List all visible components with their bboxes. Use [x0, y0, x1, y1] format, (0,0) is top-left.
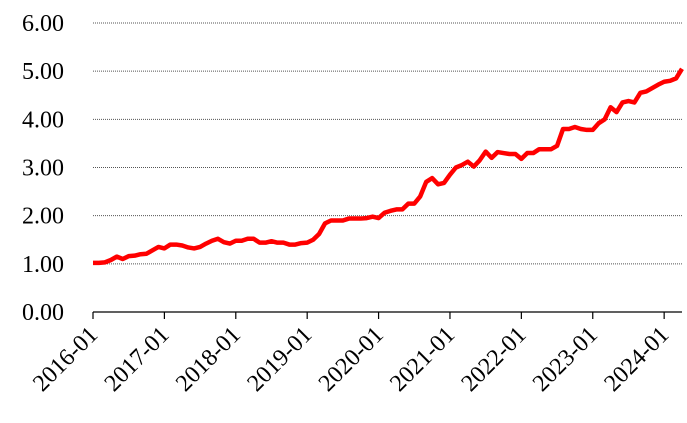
- y-tick-label: 0.00: [22, 300, 64, 326]
- x-tick-label: 2020-01: [314, 322, 389, 397]
- x-tick-label: 2022-01: [457, 322, 532, 397]
- x-tick-label: 2023-01: [528, 322, 603, 397]
- x-tick-label: 2018-01: [171, 322, 246, 397]
- x-tick-label: 2017-01: [100, 322, 175, 397]
- data-line: [93, 67, 684, 266]
- x-tick-label: 2021-01: [385, 322, 460, 397]
- y-tick-label: 1.00: [22, 252, 64, 278]
- y-tick-label: 6.00: [22, 11, 64, 37]
- y-tick-label: 3.00: [22, 156, 64, 182]
- y-tick-label: 4.00: [22, 107, 64, 133]
- x-tick-label: 2019-01: [242, 322, 317, 397]
- y-tick-label: 5.00: [22, 59, 64, 85]
- x-tick-label: 2016-01: [28, 322, 103, 397]
- y-tick-label: 2.00: [22, 204, 64, 230]
- x-tick-label: 2024-01: [599, 322, 674, 397]
